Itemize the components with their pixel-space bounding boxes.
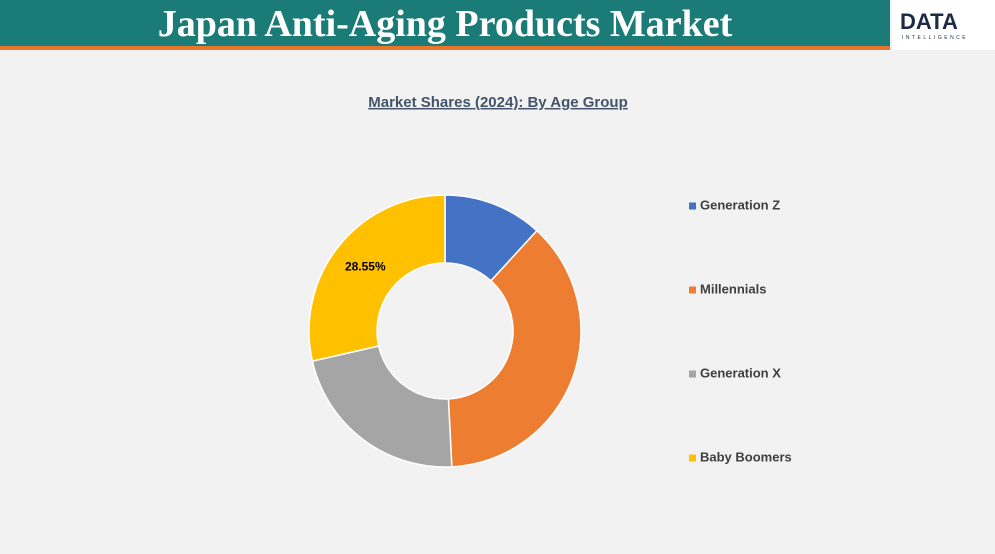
legend-label: Generation Z [700,197,780,212]
donut-slice [447,229,582,468]
legend-swatch [689,370,696,378]
logo-main: DATA [900,9,958,34]
legend-label: Millennials [700,281,766,296]
legend-swatch [689,454,696,462]
chart-title: Market Shares (2024): By Age Group [368,94,628,111]
header-title: Japan Anti-Aging Products Market [157,3,733,45]
data-label: 28.55% [345,260,386,274]
logo-sub: INTELLIGENCE [902,35,969,41]
donut-slice [308,194,446,362]
legend-swatch [689,202,696,210]
header: Japan Anti-Aging Products Market [0,0,890,50]
legend-label: Baby Boomers [700,449,792,464]
logo: DATA INTELLIGENCE [892,0,995,50]
legend-label: Generation X [700,365,781,380]
donut-slice [311,345,453,468]
legend-swatch [689,286,696,294]
